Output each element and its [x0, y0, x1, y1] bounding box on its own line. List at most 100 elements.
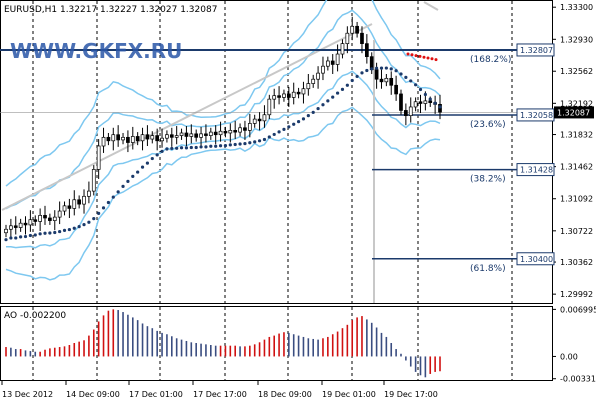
candle-body — [52, 216, 57, 221]
candle-body — [9, 225, 13, 230]
candle-body — [325, 60, 330, 67]
ma-dot — [77, 225, 81, 229]
candle-body — [101, 136, 106, 147]
ma-dot — [214, 144, 218, 148]
ma-dot — [145, 161, 150, 165]
ma-dot — [423, 92, 427, 97]
candle-body — [111, 134, 116, 142]
candle-body — [374, 69, 379, 80]
sar-dot — [434, 58, 438, 62]
y-tick-label: 1.31832 — [560, 131, 593, 140]
candle-body — [394, 84, 398, 95]
candle-body — [43, 215, 47, 219]
level-price-label-box — [516, 163, 555, 177]
candle-body — [228, 130, 233, 134]
ma-dot — [414, 83, 418, 87]
candle-body — [262, 114, 267, 122]
sar-dot — [406, 52, 410, 56]
candle-body — [238, 127, 242, 133]
candle-body — [106, 136, 111, 142]
ma-dot — [292, 122, 296, 126]
ma-dot — [170, 146, 174, 151]
ma-dot — [228, 143, 232, 147]
candle-body — [23, 222, 28, 226]
ao-bars — [5, 309, 441, 378]
ma-dot — [43, 231, 47, 235]
price-axis: 1.33300 1.32930 1.32562 1.32192 1.31832 1.314… — [552, 3, 593, 299]
ma-dot — [394, 69, 398, 73]
ma-dot — [418, 87, 423, 92]
candle-body — [145, 134, 150, 140]
ma-dot — [350, 78, 354, 83]
candle-body — [311, 78, 316, 84]
ma-dot — [409, 79, 413, 83]
ao-tick-label: -0.00331 — [560, 375, 596, 384]
ma-dot — [97, 211, 101, 215]
level-price-label: 1.30400 — [520, 255, 553, 264]
ma-dot — [326, 99, 330, 103]
ma-dot — [311, 110, 315, 114]
candle-body — [126, 136, 130, 143]
candle-body — [121, 136, 125, 141]
candle-body — [360, 32, 364, 44]
candle-body — [130, 136, 135, 143]
ma-dot — [160, 149, 164, 153]
candle-body — [243, 127, 247, 131]
ma-dot — [9, 236, 13, 240]
y-tick-label: 1.30362 — [560, 258, 593, 267]
ao-tick-label: 0.006995 — [560, 305, 596, 314]
ao-pane — [0, 306, 553, 381]
ma-dot — [301, 117, 306, 121]
trendline — [1, 23, 373, 211]
candle-body — [384, 77, 389, 83]
ma-dot — [384, 66, 388, 70]
ma-dot — [243, 141, 247, 146]
candle-body — [18, 222, 23, 228]
ma-dot — [340, 87, 345, 91]
ma-dot — [23, 234, 28, 239]
ma-dot — [33, 233, 37, 237]
ma-dot — [140, 165, 145, 169]
sar-dot — [410, 53, 414, 57]
ma-dot — [296, 120, 301, 124]
ma-dot — [155, 153, 159, 157]
ma-dot — [257, 139, 262, 143]
x-tick-label: 19 Dec 01:00 — [322, 390, 376, 399]
candle-body — [404, 110, 408, 116]
sar-dot — [414, 54, 418, 58]
ma-dot — [111, 195, 115, 199]
level-price-label: 1.32807 — [520, 46, 553, 55]
ma-dot — [62, 228, 67, 233]
candle-body — [208, 131, 213, 136]
ma-dot — [238, 142, 242, 146]
ma-dot — [267, 135, 271, 139]
candle-body — [321, 65, 325, 74]
ma-dot — [38, 232, 42, 236]
ma-dot — [204, 145, 208, 149]
candle-body — [379, 78, 384, 83]
chart-title: EURUSD,H1 1.32217 1.32227 1.32027 1.3208… — [4, 5, 217, 15]
candle-body — [330, 60, 335, 65]
sar-dot — [422, 55, 426, 59]
candle-body — [213, 131, 218, 136]
candle-body — [316, 72, 320, 80]
level-price-label: 1.32058 — [520, 111, 553, 120]
ma-dot — [404, 75, 408, 80]
ma-dot — [365, 68, 369, 73]
x-tick-label: 17 Dec 17:00 — [193, 390, 247, 399]
ma-dot — [360, 71, 364, 75]
candle-body — [218, 130, 223, 136]
ma-dot — [370, 67, 374, 71]
candle-body — [399, 93, 403, 111]
sar-dot — [430, 57, 434, 61]
candle-body — [140, 134, 145, 142]
ma-dot — [379, 66, 384, 70]
candle-body — [174, 135, 179, 138]
candle-body — [179, 132, 184, 136]
price-pane — [0, 0, 553, 304]
candle-body — [57, 210, 62, 218]
candle-body — [355, 25, 359, 34]
ma-dot — [53, 230, 57, 235]
ma-dot — [150, 156, 154, 161]
candle-body — [189, 133, 194, 137]
